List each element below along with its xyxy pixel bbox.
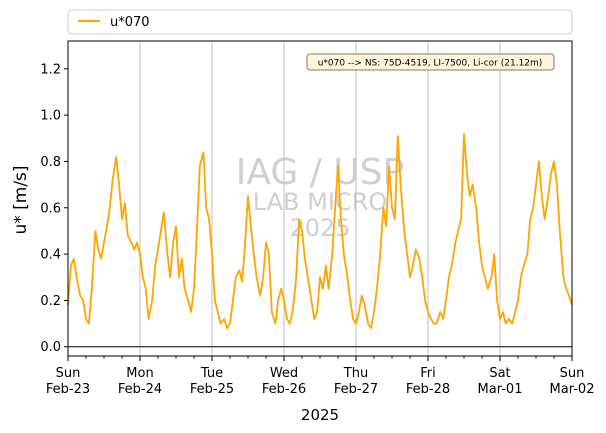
annotation-text: u*070 --> NS: 75D-4519, LI-7500, Li-cor … (318, 59, 543, 69)
x-axis-label: 2025 (301, 406, 339, 424)
x-tick-label-date: Feb-28 (406, 382, 450, 397)
x-tick-label-day: Fri (420, 366, 436, 381)
y-tick-label: 1.2 (40, 62, 61, 77)
x-tick-label-day: Wed (270, 366, 298, 381)
y-tick-label: 0.6 (40, 201, 61, 216)
x-tick-label-date: Feb-27 (334, 382, 378, 397)
x-tick-label-day: Sun (560, 366, 585, 381)
watermark: IAG / USP LAB MICRO 2025 (236, 152, 404, 242)
y-axis-label: u* [m/s] (11, 165, 31, 234)
y-tick-label: 1.0 (40, 109, 61, 124)
annotation-frame (306, 53, 555, 71)
series-line (67, 132, 573, 330)
x-tick-label-date: Feb-25 (190, 382, 234, 397)
plot-area: IAG / USP LAB MICRO 2025 u*070 --> NS: 7… (67, 40, 573, 357)
legend: u*070 (67, 9, 573, 35)
x-tick-label-day: Tue (200, 366, 223, 381)
y-tick-label: 0.4 (40, 248, 61, 263)
x-tick-label-day: Sat (489, 366, 510, 381)
x-tick-label-day: Mon (126, 366, 153, 381)
grid-lines (139, 41, 501, 356)
x-tick-label-day: Sun (56, 366, 81, 381)
y-tick-label: 0.2 (40, 294, 61, 309)
watermark-title: IAG / USP (236, 152, 404, 193)
x-tick-label-date: Mar-01 (478, 382, 523, 397)
x-tick-label-date: Mar-02 (550, 382, 595, 397)
annotation-box: u*070 --> NS: 75D-4519, LI-7500, Li-cor … (306, 53, 555, 71)
x-tick-label-date: Feb-23 (46, 382, 90, 397)
x-tick-label-date: Feb-24 (118, 382, 162, 397)
y-axis: 0.0 0.2 0.4 0.6 0.8 1.0 1.2 (40, 62, 68, 355)
y-tick-label: 0.8 (40, 155, 61, 170)
watermark-subtitle: LAB MICRO (253, 188, 388, 216)
legend-label: u*070 (110, 15, 150, 30)
x-tick-label-date: Feb-26 (262, 382, 306, 397)
x-tick-label-day: Thu (343, 366, 368, 381)
legend-frame (67, 9, 573, 35)
y-tick-label: 0.0 (40, 340, 61, 355)
x-axis: SunFeb-23MonFeb-24TueFeb-25WedFeb-26ThuF… (46, 356, 595, 397)
